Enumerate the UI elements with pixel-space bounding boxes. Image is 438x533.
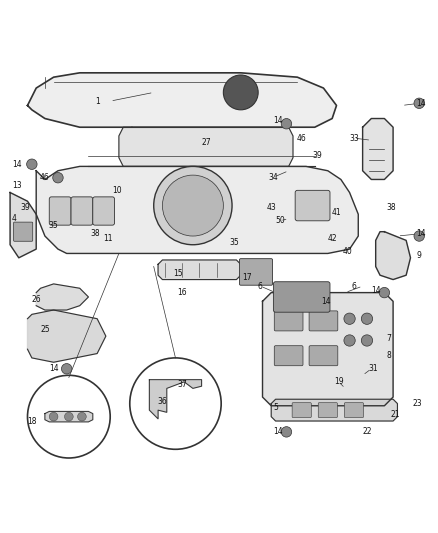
Text: 39: 39 xyxy=(312,151,322,160)
Circle shape xyxy=(379,287,390,298)
Polygon shape xyxy=(45,411,93,422)
Polygon shape xyxy=(119,127,293,166)
FancyBboxPatch shape xyxy=(49,197,71,225)
Text: 23: 23 xyxy=(412,399,422,408)
Text: 15: 15 xyxy=(173,269,183,278)
Text: 46: 46 xyxy=(40,173,50,182)
Text: 34: 34 xyxy=(268,173,278,182)
FancyBboxPatch shape xyxy=(309,311,338,331)
Circle shape xyxy=(344,335,355,346)
Circle shape xyxy=(27,159,37,169)
Text: 13: 13 xyxy=(12,181,21,190)
Text: 1: 1 xyxy=(95,96,99,106)
FancyBboxPatch shape xyxy=(274,311,303,331)
Circle shape xyxy=(414,98,424,109)
Text: 11: 11 xyxy=(103,233,113,243)
Circle shape xyxy=(414,231,424,241)
Circle shape xyxy=(281,118,292,129)
Text: 21: 21 xyxy=(391,410,400,419)
Polygon shape xyxy=(28,73,336,127)
FancyBboxPatch shape xyxy=(240,259,272,285)
Text: 35: 35 xyxy=(230,238,239,247)
Text: 9: 9 xyxy=(417,251,422,260)
Polygon shape xyxy=(363,118,393,180)
Text: 18: 18 xyxy=(27,416,37,425)
Text: 39: 39 xyxy=(21,203,30,212)
Text: 14: 14 xyxy=(12,160,21,169)
FancyBboxPatch shape xyxy=(344,403,364,417)
Circle shape xyxy=(49,413,58,421)
Text: 35: 35 xyxy=(49,221,59,230)
Polygon shape xyxy=(36,284,88,310)
Polygon shape xyxy=(271,399,397,421)
Polygon shape xyxy=(376,232,410,279)
Polygon shape xyxy=(262,293,393,406)
Text: 41: 41 xyxy=(332,207,341,216)
Text: 14: 14 xyxy=(321,297,330,306)
Text: 16: 16 xyxy=(177,288,187,297)
Text: 5: 5 xyxy=(273,403,278,413)
Polygon shape xyxy=(28,310,106,362)
Text: 38: 38 xyxy=(90,229,100,238)
Polygon shape xyxy=(149,379,201,419)
Text: 42: 42 xyxy=(327,233,337,243)
Text: 14: 14 xyxy=(371,286,381,295)
Circle shape xyxy=(223,75,258,110)
FancyBboxPatch shape xyxy=(309,346,338,366)
Text: 8: 8 xyxy=(386,351,391,360)
FancyBboxPatch shape xyxy=(14,222,33,241)
Circle shape xyxy=(64,413,73,421)
Polygon shape xyxy=(158,260,241,279)
Text: 26: 26 xyxy=(32,295,41,304)
Circle shape xyxy=(154,166,232,245)
Circle shape xyxy=(361,335,373,346)
Circle shape xyxy=(361,313,373,325)
Text: 14: 14 xyxy=(417,99,426,108)
Text: 43: 43 xyxy=(266,203,276,212)
Text: 14: 14 xyxy=(273,116,283,125)
Circle shape xyxy=(53,173,63,183)
Text: 14: 14 xyxy=(273,427,283,437)
Text: 25: 25 xyxy=(40,325,50,334)
Text: 17: 17 xyxy=(243,273,252,282)
FancyBboxPatch shape xyxy=(318,403,337,417)
Text: 14: 14 xyxy=(49,364,58,373)
FancyBboxPatch shape xyxy=(93,197,115,225)
Circle shape xyxy=(61,364,72,374)
Circle shape xyxy=(344,313,355,325)
Circle shape xyxy=(162,175,223,236)
Text: 50: 50 xyxy=(275,216,285,225)
Text: 37: 37 xyxy=(177,379,187,389)
Polygon shape xyxy=(10,192,36,258)
Text: 14: 14 xyxy=(417,229,426,238)
FancyBboxPatch shape xyxy=(273,282,330,312)
Text: 19: 19 xyxy=(334,377,343,386)
Text: 10: 10 xyxy=(112,186,121,195)
Text: 36: 36 xyxy=(158,397,167,406)
Text: 6: 6 xyxy=(258,281,263,290)
Circle shape xyxy=(281,426,292,437)
FancyBboxPatch shape xyxy=(274,346,303,366)
FancyBboxPatch shape xyxy=(71,197,93,225)
Text: 6: 6 xyxy=(351,281,357,290)
Text: 33: 33 xyxy=(349,134,359,143)
Text: 40: 40 xyxy=(343,247,352,256)
Text: 38: 38 xyxy=(386,203,396,212)
Text: 4: 4 xyxy=(12,214,17,223)
Circle shape xyxy=(78,413,86,421)
Text: 46: 46 xyxy=(297,134,307,143)
FancyBboxPatch shape xyxy=(295,190,330,221)
Polygon shape xyxy=(36,166,358,254)
Text: 27: 27 xyxy=(201,138,211,147)
Text: 22: 22 xyxy=(362,427,372,437)
Text: 7: 7 xyxy=(386,334,391,343)
Text: 31: 31 xyxy=(369,364,378,373)
FancyBboxPatch shape xyxy=(292,403,311,417)
